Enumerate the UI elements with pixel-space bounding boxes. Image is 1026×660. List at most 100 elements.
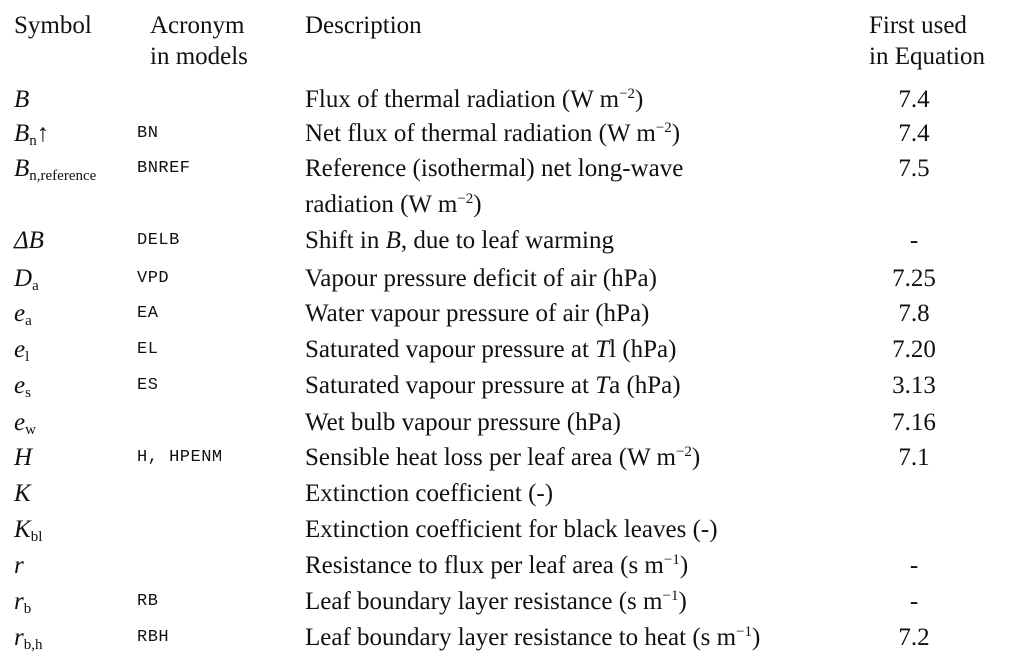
acronym-cell: RB bbox=[137, 592, 159, 611]
equation-cell: 7.4 bbox=[898, 120, 930, 147]
description-cell: Leaf boundary layer resistance (s m−1) bbox=[305, 585, 687, 619]
symbol-cell: ew bbox=[14, 406, 36, 440]
table-row: r Resistance to flux per leaf area (s m−1… bbox=[0, 549, 1026, 583]
acronym-cell: DELB bbox=[137, 231, 180, 250]
description-text: Wet bulb vapour pressure (hPa) bbox=[305, 409, 621, 436]
symbol-subscript: n bbox=[29, 133, 37, 149]
symbol-letter: r bbox=[14, 552, 24, 579]
symbol-letter: K bbox=[14, 516, 31, 543]
symbol-cell: r bbox=[14, 549, 24, 583]
equation-cell: 7.8 bbox=[898, 300, 930, 327]
table-row: K Extinction coefficient (-) bbox=[0, 477, 1026, 511]
table-row: ew Wet bulb vapour pressure (hPa) 7.16 bbox=[0, 406, 1026, 440]
description-text: Extinction coefficient for black leaves … bbox=[305, 516, 718, 543]
description-tail: ) bbox=[752, 624, 761, 651]
table-row: el EL Saturated vapour pressure at Tl (hPa… bbox=[0, 333, 1026, 367]
description-cell: Sensible heat loss per leaf area (W m−2) bbox=[305, 441, 700, 475]
description-tail: ) bbox=[678, 588, 687, 615]
equation-cell: - bbox=[909, 552, 919, 579]
equation-cell: 7.20 bbox=[892, 336, 936, 363]
symbol-letter: e bbox=[14, 372, 26, 399]
description-tail: ) bbox=[635, 86, 644, 113]
acronym-cell: VPD bbox=[137, 269, 170, 288]
description-cell: Saturated vapour pressure at Ta (hPa) bbox=[305, 369, 681, 403]
symbol-cell: Da bbox=[14, 262, 39, 296]
equation-cell: 7.4 bbox=[898, 86, 930, 113]
description-text: radiation (W m bbox=[305, 191, 458, 218]
description-tail: ) bbox=[473, 191, 482, 218]
unit-superscript: −2 bbox=[457, 191, 474, 207]
table-row: rb,h RBH Leaf boundary layer resistance to… bbox=[0, 621, 1026, 655]
description-cell: Wet bulb vapour pressure (hPa) bbox=[305, 406, 621, 440]
description-tail: ) bbox=[671, 120, 681, 147]
description-text: Flux of thermal radiation (W m bbox=[305, 86, 620, 113]
table-row: H H, HPENM Sensible heat loss per leaf are… bbox=[0, 441, 1026, 475]
symbol-cell: B bbox=[14, 83, 29, 117]
acronym-cell: BNREF bbox=[137, 159, 191, 178]
symbol-cell: rb,h bbox=[14, 621, 42, 655]
description-tail: a (hPa) bbox=[609, 372, 681, 399]
symbol-cell: K bbox=[14, 477, 31, 511]
acronym-cell: ES bbox=[137, 376, 159, 395]
symbol-letter: e bbox=[14, 336, 26, 363]
description-tail: ) bbox=[679, 552, 689, 579]
description-text: Leaf boundary layer resistance (s m bbox=[305, 588, 663, 615]
symbol-letter: K bbox=[14, 480, 31, 507]
acronym-cell: H, HPENM bbox=[137, 448, 223, 467]
description-cell: Water vapour pressure of air (hPa) bbox=[305, 297, 649, 331]
description-text: Extinction coefficient (-) bbox=[305, 480, 554, 507]
description-text: Leaf boundary layer resistance to heat (… bbox=[305, 624, 737, 651]
unit-superscript: −2 bbox=[675, 444, 692, 460]
table-row: ΔB DELB Shift in B, due to leaf warming - bbox=[0, 224, 1026, 258]
symbol-letter: H bbox=[14, 444, 33, 471]
unit-superscript: −1 bbox=[736, 624, 753, 640]
table-row: rb RB Leaf boundary layer resistance (s m−… bbox=[0, 585, 1026, 619]
symbol-subscript: n,reference bbox=[29, 168, 97, 184]
header-symbol: Symbol bbox=[14, 12, 92, 39]
acronym-cell: EA bbox=[137, 304, 159, 323]
table-row: B Flux of thermal radiation (W m−2) 7.4 bbox=[0, 83, 1026, 117]
header-first-used: First used in Equation bbox=[869, 12, 985, 70]
acronym-cell: RBH bbox=[137, 628, 170, 647]
equation-cell: 7.25 bbox=[892, 265, 936, 292]
description-cell: Reference (isothermal) net long-wave bbox=[305, 152, 683, 186]
symbol-letter: B bbox=[14, 120, 30, 147]
description-italic: T bbox=[595, 336, 610, 363]
description-cell: Extinction coefficient for black leaves … bbox=[305, 513, 718, 547]
symbol-subscript: l bbox=[25, 349, 30, 365]
symbol-letter: r bbox=[14, 624, 24, 651]
description-text: Shift in bbox=[305, 227, 386, 254]
equation-cell: - bbox=[909, 227, 919, 254]
description-cell-line2: radiation (W m−2) bbox=[305, 188, 482, 222]
description-text: Saturated vapour pressure at bbox=[305, 336, 596, 363]
description-italic: T bbox=[595, 372, 610, 399]
description-text: Reference (isothermal) net long-wave bbox=[305, 155, 684, 182]
symbol-cell: Bn,reference bbox=[14, 152, 96, 186]
equation-cell: 3.13 bbox=[892, 372, 936, 399]
symbol-subscript: a bbox=[25, 313, 32, 329]
symbol-cell: rb bbox=[14, 585, 31, 619]
description-text: Vapour pressure deficit of air (hPa) bbox=[305, 265, 657, 292]
description-text: Saturated vapour pressure at bbox=[305, 372, 596, 399]
unit-superscript: −1 bbox=[663, 552, 680, 568]
description-cell: Vapour pressure deficit of air (hPa) bbox=[305, 262, 657, 296]
symbol-letter: ΔB bbox=[14, 227, 44, 254]
symbol-letter: B bbox=[14, 86, 30, 113]
unit-superscript: −2 bbox=[619, 86, 636, 102]
description-cell: Saturated vapour pressure at Tl (hPa) bbox=[305, 333, 676, 367]
table-row: Bn,reference BNREF Reference (isothermal) … bbox=[0, 152, 1026, 218]
description-text: Net flux of thermal radiation (W m bbox=[305, 120, 656, 147]
symbol-subscript: bl bbox=[30, 529, 43, 545]
description-cell: Net flux of thermal radiation (W m−2) bbox=[305, 117, 680, 151]
description-italic: B bbox=[385, 227, 401, 254]
acronym-cell: BN bbox=[137, 124, 159, 143]
equation-cell: 7.16 bbox=[892, 409, 936, 436]
description-tail: ) bbox=[691, 444, 701, 471]
symbol-cell: Kbl bbox=[14, 513, 42, 547]
description-cell: Extinction coefficient (-) bbox=[305, 477, 553, 511]
header-acronym: Acronym in models bbox=[150, 12, 248, 70]
description-cell: Leaf boundary layer resistance to heat (… bbox=[305, 621, 760, 655]
symbol-subscript: s bbox=[25, 385, 31, 401]
unit-superscript: −1 bbox=[662, 588, 679, 604]
symbol-subscript: b bbox=[23, 601, 32, 617]
